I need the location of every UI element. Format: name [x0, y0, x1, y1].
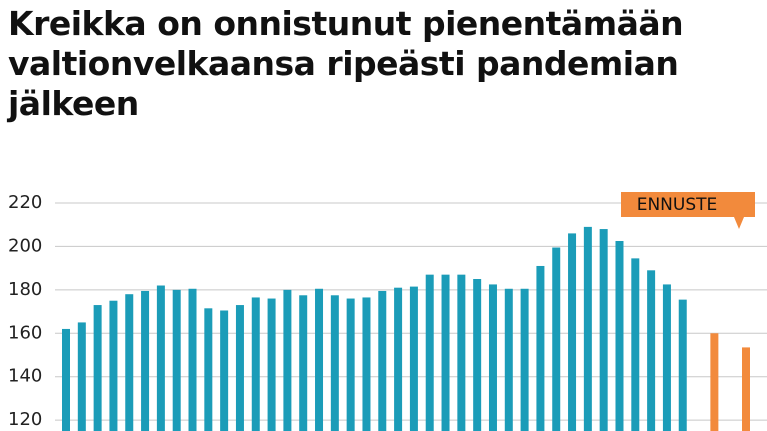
y-tick-label: 200	[8, 235, 42, 256]
bar	[330, 295, 339, 431]
y-tick-label: 120	[8, 409, 42, 430]
bar	[409, 286, 418, 431]
bar	[457, 274, 466, 431]
bar	[235, 305, 244, 431]
bar	[536, 265, 545, 431]
bar	[77, 322, 86, 431]
bar	[156, 285, 165, 431]
bar	[315, 288, 324, 431]
bar	[425, 274, 434, 431]
bar	[93, 305, 102, 431]
bar	[283, 289, 292, 431]
bar	[62, 328, 70, 431]
bar	[362, 297, 371, 431]
bar	[299, 295, 308, 431]
bar	[568, 233, 577, 431]
annotation-box	[621, 192, 755, 229]
bar	[631, 258, 640, 431]
bar	[710, 333, 719, 431]
y-tick-label: 220	[8, 192, 42, 213]
y-tick-label: 180	[8, 279, 42, 300]
bar	[109, 300, 118, 431]
bar	[188, 288, 197, 431]
bars	[62, 226, 750, 431]
bar	[742, 347, 750, 431]
y-tick-label: 160	[8, 322, 42, 343]
bar	[267, 298, 276, 431]
bar	[141, 290, 150, 431]
bar	[204, 308, 213, 431]
bar	[678, 299, 687, 431]
y-tick-label: 140	[8, 366, 42, 387]
bar	[615, 241, 624, 431]
chart-title: Kreikka on onnistunut pienentämään valti…	[8, 4, 684, 123]
bar	[220, 310, 229, 431]
bar	[599, 229, 608, 431]
bar	[504, 288, 513, 431]
bar	[441, 274, 450, 431]
annotation: ENNUSTE	[621, 192, 755, 229]
bar	[172, 289, 181, 431]
bar	[662, 284, 671, 431]
annotation-label: ENNUSTE	[637, 195, 718, 215]
bar	[583, 226, 592, 431]
bar	[473, 279, 482, 431]
bar	[647, 270, 656, 431]
bar	[552, 247, 561, 431]
bar	[125, 294, 134, 431]
bar	[488, 284, 497, 431]
bar	[520, 288, 529, 431]
bar	[251, 297, 260, 431]
bar	[394, 287, 403, 431]
bar	[378, 290, 387, 431]
bar	[346, 298, 355, 431]
